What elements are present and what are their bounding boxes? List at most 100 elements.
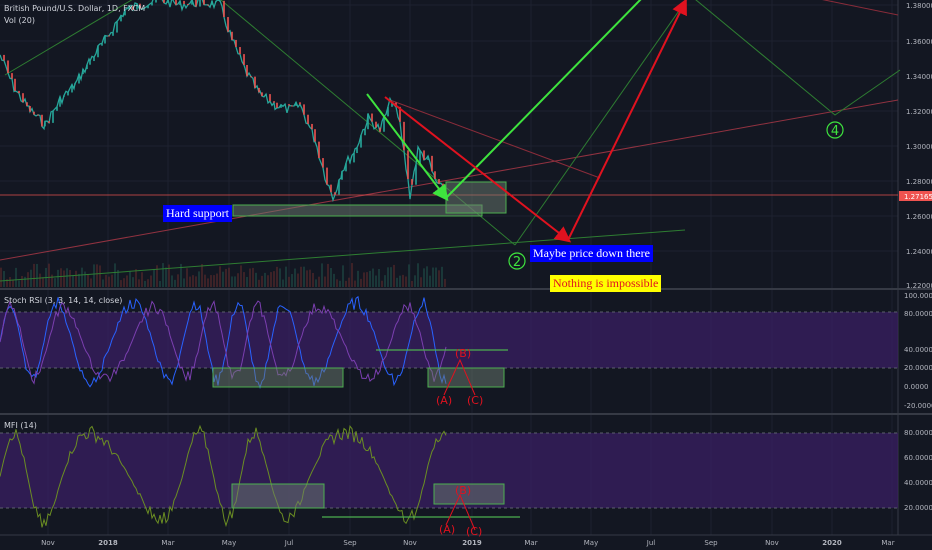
volume-bar <box>102 279 104 287</box>
volume-bar <box>348 277 350 287</box>
volume-bar <box>294 268 296 287</box>
candle <box>231 31 233 40</box>
volume-bar <box>51 274 53 287</box>
wave-2-label: 2 <box>513 255 521 270</box>
candle <box>246 64 248 77</box>
candle <box>261 92 263 97</box>
price-tick: 1.38000 <box>906 2 932 10</box>
candle <box>104 35 106 44</box>
stoch-support-box[interactable] <box>212 367 344 388</box>
wave-4-circle[interactable] <box>826 121 844 139</box>
price-axis[interactable]: 1.38000 1.36000 1.34000 1.32000 1.30000 … <box>899 2 932 290</box>
candle <box>227 17 229 32</box>
volume-bar <box>387 267 389 287</box>
maybe-price-down-label[interactable]: Maybe price down there <box>530 245 653 262</box>
volume-bar <box>36 263 38 287</box>
red-arrows[interactable] <box>384 0 687 243</box>
volume-bar <box>108 276 110 287</box>
mfi-axis[interactable]: 80.0000 60.0000 40.0000 20.0000 <box>904 429 932 512</box>
volume-bar <box>396 277 398 287</box>
mfi-tick: 60.0000 <box>904 454 932 462</box>
candle <box>207 4 209 6</box>
candle <box>345 163 347 172</box>
candle <box>265 94 267 97</box>
volume-bar <box>255 272 257 287</box>
candle <box>59 96 61 107</box>
candle <box>431 155 433 172</box>
candle <box>273 101 275 103</box>
hard-support-box[interactable] <box>232 204 483 217</box>
volume-bar <box>3 271 5 287</box>
candle <box>167 0 169 3</box>
trendline-red-mid <box>389 99 601 179</box>
symbol-title[interactable]: British Pound/U.S. Dollar, 1D, FXCM <box>4 4 146 13</box>
volume-bar <box>150 275 152 287</box>
volume-bar <box>366 272 368 287</box>
volume-bar <box>420 277 422 287</box>
volume-bar <box>246 276 248 287</box>
volume-bar <box>42 277 44 287</box>
mfi-box-right[interactable] <box>433 483 505 505</box>
candle <box>63 95 65 97</box>
candle <box>78 74 80 84</box>
candle <box>155 0 157 3</box>
volume-bar <box>357 270 359 287</box>
candle <box>116 21 118 33</box>
volume-bar <box>123 278 125 287</box>
target-box[interactable] <box>445 181 507 214</box>
candle <box>7 60 9 74</box>
candle <box>120 15 122 22</box>
time-axis[interactable]: Nov 2018 Mar May Jul Sep Nov 2019 Mar Ma… <box>41 539 895 547</box>
volume-bar <box>378 269 380 287</box>
volume-legend[interactable]: Vol (20) <box>4 16 35 25</box>
volume-bar <box>93 264 95 287</box>
candle <box>311 123 313 130</box>
volume-bar <box>288 276 290 287</box>
stoch-box-right[interactable] <box>427 367 505 388</box>
stoch-rsi-legend[interactable]: Stoch RSI (3, 3, 14, 14, close) <box>4 296 123 305</box>
mfi-box-left[interactable] <box>231 483 325 509</box>
green-arrows[interactable] <box>366 0 645 202</box>
trendline-green-up <box>514 0 688 246</box>
candle <box>318 141 320 159</box>
stoch-abc-path <box>443 358 476 396</box>
volume-bar <box>417 263 419 287</box>
volume-bar <box>441 266 443 287</box>
candle <box>74 83 76 85</box>
volume-bar <box>117 269 119 287</box>
volume-bar <box>285 266 287 287</box>
volume-bar <box>336 279 338 287</box>
candle <box>93 57 95 62</box>
stoch-tick: 80.0000 <box>904 310 932 318</box>
volume-bar <box>195 276 197 287</box>
candle <box>82 69 84 75</box>
nothing-impossible-label[interactable]: Nothing is impossible <box>550 275 662 292</box>
candle <box>136 3 138 10</box>
volume-bar <box>15 267 17 287</box>
candle <box>291 105 293 107</box>
stoch-A-label: (A) <box>436 394 452 407</box>
hard-support-label[interactable]: Hard support <box>163 205 232 222</box>
mfi-tick: 80.0000 <box>904 429 932 437</box>
volume-bar <box>399 275 401 287</box>
mfi-legend[interactable]: MFI (14) <box>4 421 37 430</box>
volume-bar <box>351 263 353 287</box>
volume-bar <box>312 272 314 287</box>
candle <box>163 0 165 3</box>
candle <box>307 114 309 124</box>
volume-bar <box>243 272 245 287</box>
volume-bar <box>372 268 374 287</box>
volume-bar <box>54 278 56 287</box>
volume-bar <box>264 272 266 287</box>
volume-bar <box>231 276 233 287</box>
stoch-axis[interactable]: 100.0000 80.0000 40.0000 20.0000 0.0000 … <box>904 292 932 410</box>
volume-bar <box>237 273 239 287</box>
candle <box>349 162 351 164</box>
candle <box>367 113 369 130</box>
volume-bar <box>198 271 200 287</box>
candle <box>151 2 153 6</box>
candle <box>434 171 436 180</box>
stoch-k-line <box>0 295 447 390</box>
wave-2-circle[interactable] <box>508 252 526 270</box>
